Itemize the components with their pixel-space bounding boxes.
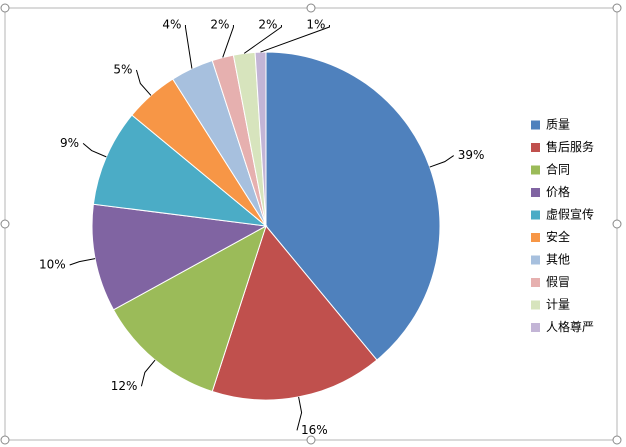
legend-label: 人格尊严 xyxy=(546,319,594,334)
legend-label: 合同 xyxy=(546,162,570,177)
legend-label: 其他 xyxy=(546,253,570,267)
legend-label: 安全 xyxy=(546,229,570,244)
data-label: 2% xyxy=(210,18,229,32)
legend-swatch xyxy=(531,210,540,220)
legend-label: 质量 xyxy=(546,118,570,132)
data-label: 9% xyxy=(60,136,79,150)
legend-swatch xyxy=(531,120,540,130)
leader-line xyxy=(243,25,282,54)
legend-label: 价格 xyxy=(546,184,570,199)
leader-line xyxy=(296,396,303,431)
legend-label: 虚假宣传 xyxy=(546,207,594,222)
pie-slice xyxy=(91,203,268,311)
leader-line xyxy=(135,69,152,96)
data-label: 16% xyxy=(301,423,328,437)
legend-swatch xyxy=(531,233,540,242)
leader-line xyxy=(429,155,454,168)
leader-line xyxy=(82,143,107,158)
pie-slice xyxy=(265,51,441,361)
data-label: 10% xyxy=(39,257,66,271)
legend-swatch xyxy=(531,278,540,287)
pie-slice xyxy=(254,51,267,227)
legend-label: 假冒 xyxy=(546,275,570,289)
handle[interactable] xyxy=(0,3,10,13)
legend-swatch xyxy=(531,300,540,310)
data-label: 39% xyxy=(458,148,485,162)
pie-slice xyxy=(112,224,267,393)
legend-swatch xyxy=(531,323,540,332)
resize-handles[interactable] xyxy=(0,3,622,445)
leader-line xyxy=(260,25,330,53)
handle[interactable] xyxy=(612,435,622,445)
handle[interactable] xyxy=(612,219,622,229)
data-label: 2% xyxy=(258,18,277,32)
legend-label: 售后服务 xyxy=(546,139,594,154)
handle[interactable] xyxy=(0,219,10,229)
data-label: 5% xyxy=(113,62,132,76)
legend-label: 计量 xyxy=(546,298,570,312)
data-label: 4% xyxy=(162,18,181,32)
data-label: 12% xyxy=(111,379,138,393)
legend-swatch xyxy=(531,188,540,197)
handle[interactable] xyxy=(306,3,316,13)
data-label: 1% xyxy=(306,18,325,32)
pie-slice xyxy=(92,114,268,227)
legend-swatch xyxy=(531,255,540,265)
handle[interactable] xyxy=(306,435,316,445)
legend-swatch xyxy=(531,165,540,175)
leader-line xyxy=(222,25,234,58)
leader-line xyxy=(69,258,96,266)
handle[interactable] xyxy=(612,3,622,13)
leader-line xyxy=(184,25,193,69)
legend-swatch xyxy=(531,143,540,152)
leader-line xyxy=(140,359,156,387)
handle[interactable] xyxy=(0,435,10,445)
